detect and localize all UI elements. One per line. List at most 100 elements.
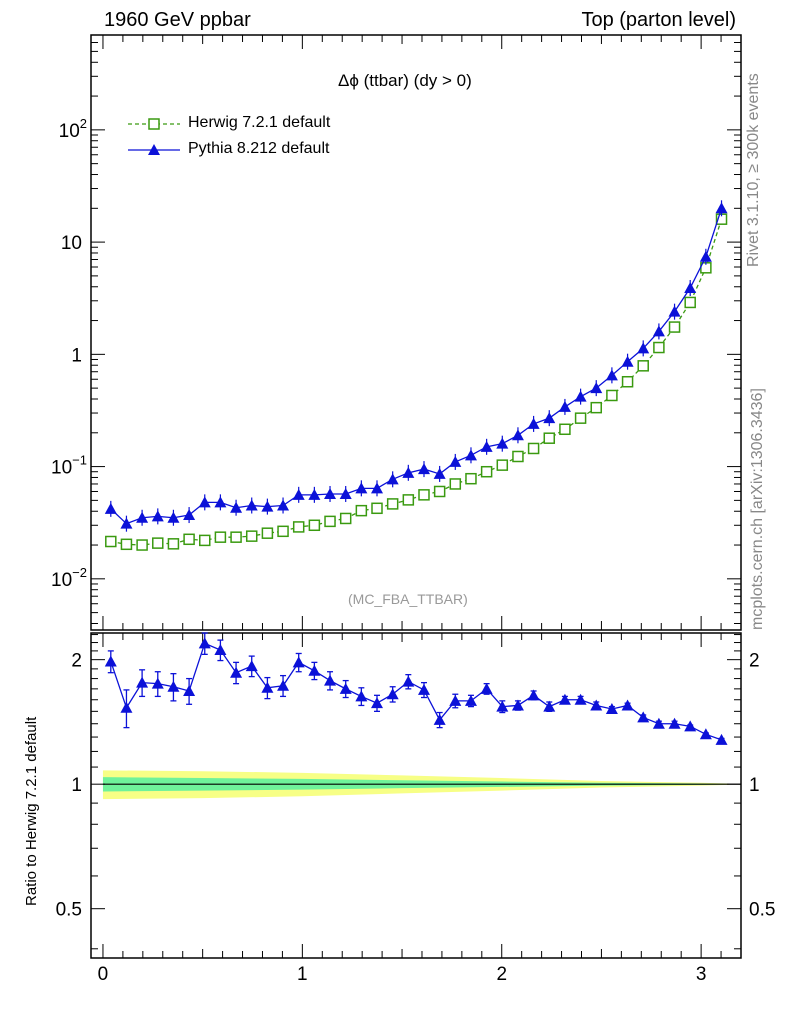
herwig-point (606, 389, 618, 402)
header-right-label: Top (parton level) (581, 9, 736, 31)
ratio-y-tick-label-right: 0.5 (749, 900, 775, 921)
rivet-version-label: Rivet 3.1.10, ≥ 300k events (745, 73, 762, 267)
pythia-point (167, 511, 180, 523)
herwig-point (637, 360, 649, 372)
herwig-point (308, 519, 321, 532)
x-tick-label: 2 (496, 964, 507, 985)
herwig-point (512, 450, 524, 463)
ratio-pythia-point (277, 679, 290, 691)
pythia-line (110, 208, 723, 525)
herwig-point (152, 537, 164, 549)
herwig-point (480, 465, 493, 478)
ratio-pythia-point (496, 700, 509, 712)
ratio-y-tick-label: 2 (71, 651, 82, 672)
herwig-point (136, 539, 148, 551)
ratio-pythia-point (511, 699, 524, 711)
ratio-pythia-point (308, 664, 321, 676)
source-label: mcplots.cern.ch [arXiv:1306.3436] (749, 388, 766, 630)
herwig-point (684, 296, 696, 309)
ratio-pythia-line (110, 642, 722, 741)
ratio-pythia-point (464, 694, 477, 706)
legend-herwig-label: Herwig 7.2.1 default (188, 114, 331, 131)
ratio-pythia-point (543, 700, 556, 712)
pythia-point (386, 473, 399, 485)
ratio-pythia-point (355, 690, 368, 702)
x-tick-label: 1 (297, 964, 308, 985)
pythia-point (308, 488, 321, 500)
y-tick-label: 10 (61, 233, 82, 254)
herwig-point (574, 412, 587, 424)
ratio-pythia-point (339, 682, 352, 694)
x-tick-label: 0 (98, 964, 109, 985)
ratio-pythia-point (324, 674, 337, 686)
pythia-point (136, 511, 149, 523)
y-tick-label: 1 (71, 345, 82, 366)
ratio-y-tick-label-right: 1 (749, 775, 760, 796)
pythia-point (402, 466, 415, 478)
herwig-point (402, 494, 415, 506)
pythia-point (433, 467, 446, 479)
pythia-point (261, 500, 274, 512)
pythia-point (104, 502, 117, 514)
pythia-point (652, 325, 665, 337)
pythia-point (449, 455, 462, 467)
pythia-point (214, 496, 227, 508)
herwig-point (261, 527, 274, 539)
ratio-pythia-point (605, 702, 618, 714)
ratio-pythia-point (480, 682, 493, 694)
ratio-pythia-point (151, 677, 164, 689)
pythia-point (637, 342, 650, 354)
herwig-point (590, 401, 602, 414)
ratio-pythia-point (417, 683, 430, 695)
y-tick-label: 102 (59, 116, 87, 142)
herwig-point (386, 498, 399, 510)
y-tick-label: 10−2 (51, 565, 87, 591)
pythia-point (574, 390, 587, 402)
header-left-label: 1960 GeV ppbar (104, 9, 251, 31)
ratio-pythia-point (167, 680, 180, 692)
legend-herwig-marker (148, 118, 160, 130)
ratio-pythia-point (386, 688, 399, 700)
pythia-point (511, 429, 524, 441)
y-tick-label: 10−1 (51, 453, 87, 479)
pythia-point (355, 482, 368, 494)
ratio-pythia-point (668, 717, 681, 729)
ratio-pythia-point (433, 713, 446, 725)
pythia-point (417, 463, 430, 475)
main-plot-frame (90, 34, 742, 631)
plot-title: Δϕ (ttbar) (dy > 0) (338, 71, 472, 90)
pythia-point (590, 382, 603, 394)
pythia-point (621, 355, 634, 367)
ratio-pythia-point (183, 684, 196, 696)
pythia-point (198, 496, 211, 508)
ratio-pythia-point (136, 676, 149, 688)
herwig-point (183, 533, 195, 546)
ratio-y-tick-label: 0.5 (56, 900, 82, 921)
pythia-point (605, 369, 618, 381)
ratio-y-tick-label-right: 2 (749, 651, 760, 672)
pythia-point (324, 487, 337, 499)
pythia-point (496, 437, 509, 449)
ratio-pythia-point (245, 660, 258, 672)
herwig-point (339, 512, 352, 525)
pythia-point (715, 202, 728, 214)
pythia-point (245, 499, 258, 511)
ratio-y-tick-label: 1 (71, 775, 82, 796)
ratio-plot-frame (90, 632, 742, 959)
pythia-point (699, 250, 712, 262)
pythia-point (183, 509, 196, 521)
pythia-point (151, 510, 164, 522)
ratio-pythia-point (371, 697, 383, 709)
legend-pythia-label: Pythia 8.212 default (188, 140, 330, 157)
pythia-point (292, 488, 305, 500)
ratio-pythia-point (402, 675, 415, 687)
pythia-point (371, 482, 383, 494)
ratio-pythia-point (261, 681, 274, 693)
pythia-point (668, 305, 681, 317)
pythia-point (230, 501, 243, 513)
ratio-pythia-point (230, 666, 243, 678)
herwig-point (105, 535, 117, 548)
analysis-watermark: (MC_FBA_TTBAR) (348, 591, 468, 607)
herwig-point (496, 459, 509, 471)
ratio-pythia-point (104, 655, 117, 667)
